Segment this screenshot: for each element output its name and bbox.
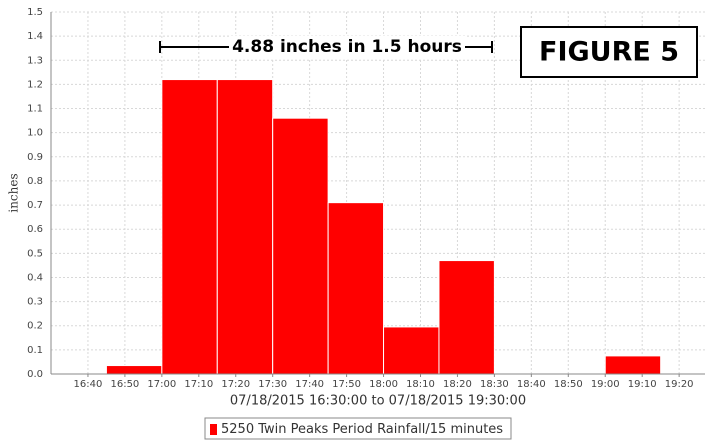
annotation: 4.88 inches in 1.5 hours	[232, 37, 462, 57]
y-tick-label: 0.7	[27, 200, 43, 211]
y-tick-label: 1.4	[27, 31, 43, 42]
bar	[216, 79, 274, 375]
bar	[105, 365, 163, 375]
x-tick-label: 19:00	[591, 379, 620, 390]
x-tick-label: 17:00	[147, 379, 176, 390]
x-tick-label: 16:40	[74, 379, 103, 390]
legend-box	[204, 417, 512, 440]
x-tick-label: 18:40	[517, 379, 546, 390]
y-tick-label: 0.0	[27, 369, 43, 380]
bar	[438, 260, 495, 375]
x-tick-label: 17:30	[258, 379, 287, 390]
x-tick-label: 18:50	[554, 379, 583, 390]
x-tick-label: 17:50	[332, 379, 361, 390]
y-tick-label: 0.6	[27, 224, 43, 235]
y-tick-label: 0.9	[27, 152, 43, 163]
x-tick-label: 18:00	[369, 379, 398, 390]
x-tick-label: 19:20	[665, 379, 694, 390]
x-tick-label: 17:40	[295, 379, 324, 390]
y-tick-label: 1.3	[27, 55, 43, 66]
y-tick-label: 0.5	[27, 248, 43, 259]
y-tick-label: 1.1	[27, 104, 43, 115]
bar	[604, 355, 662, 375]
x-tick-label: 17:20	[221, 379, 250, 390]
y-tick-label: 0.8	[27, 176, 43, 187]
y-axis-label: inches	[7, 173, 21, 212]
x-axis-label: 07/18/2015 16:30:00 to 07/18/2015 19:30:…	[230, 394, 526, 409]
y-tick-label: 0.1	[27, 345, 43, 356]
x-tick-label: 18:20	[443, 379, 472, 390]
bar	[383, 326, 440, 375]
y-tick-label: 1.0	[27, 128, 43, 139]
x-tick-label: 16:50	[110, 379, 139, 390]
x-tick-label: 19:10	[628, 379, 657, 390]
annotation-bg	[229, 36, 465, 58]
figure-label: FIGURE 5	[539, 37, 679, 68]
legend-label: 5250 Twin Peaks Period Rainfall/15 minut…	[221, 422, 503, 437]
y-tick-label: 0.4	[27, 272, 43, 283]
figure-label-box	[520, 26, 698, 78]
x-tick-label: 18:30	[480, 379, 509, 390]
x-tick-label: 18:10	[406, 379, 435, 390]
bar	[327, 202, 385, 375]
y-tick-label: 1.2	[27, 79, 43, 90]
x-tick-label: 17:10	[184, 379, 213, 390]
y-tick-label: 1.5	[27, 7, 43, 18]
bar	[272, 117, 329, 375]
y-tick-label: 0.3	[27, 297, 43, 308]
legend-swatch	[210, 424, 217, 435]
bar	[161, 79, 218, 375]
y-tick-label: 0.2	[27, 321, 43, 332]
